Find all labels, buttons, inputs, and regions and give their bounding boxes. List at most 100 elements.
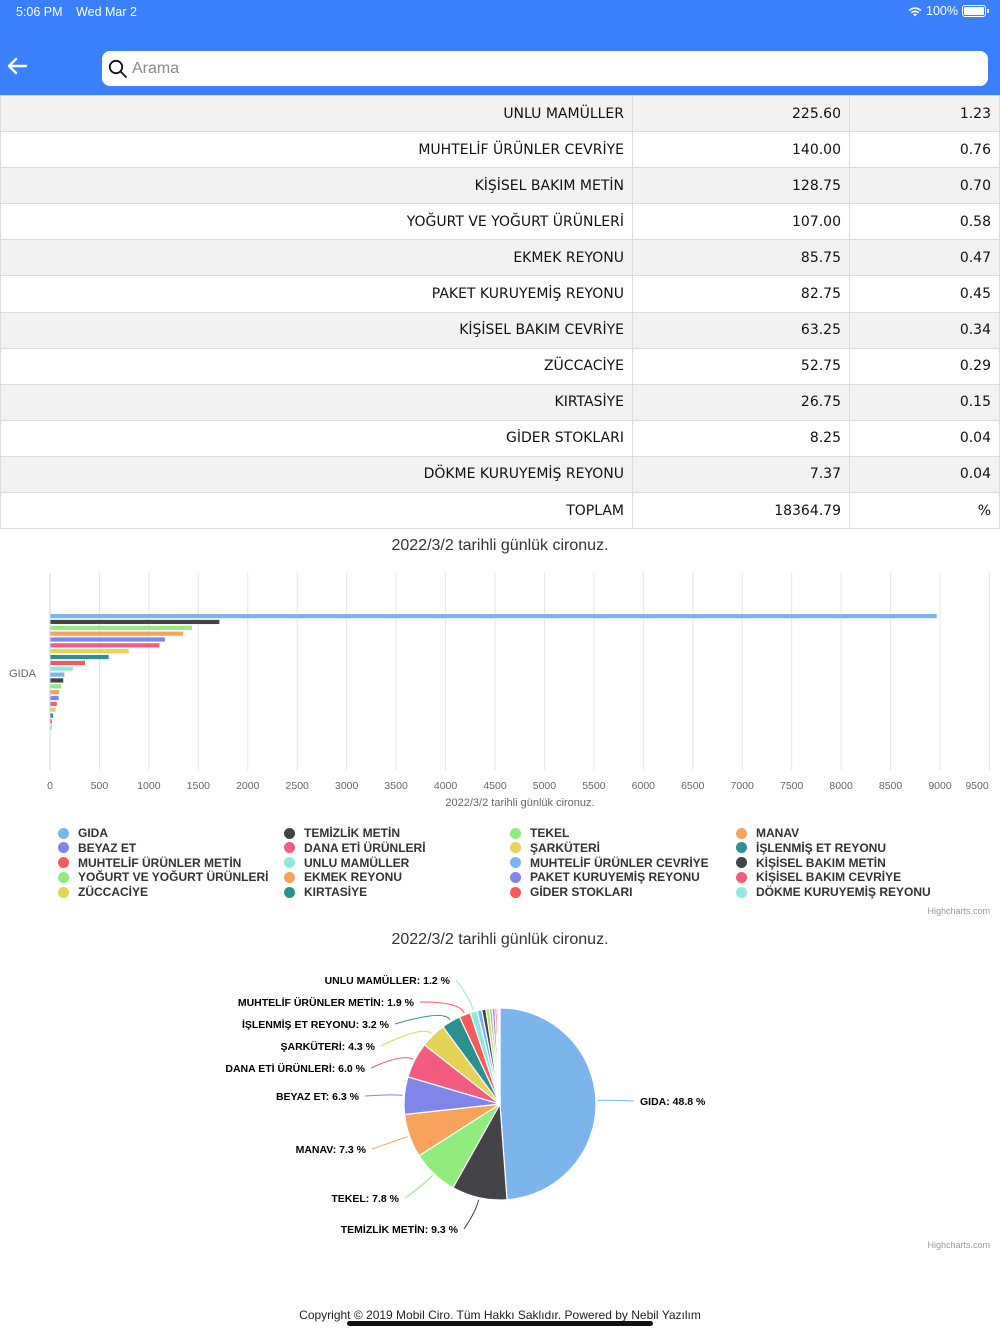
table-row: EKMEK REYONU 85.75 0.47: [0, 239, 1000, 277]
row-amount: 8.25: [632, 419, 850, 457]
row-amount: 7.37: [632, 455, 850, 494]
x-tick-label: 7500: [780, 780, 804, 792]
legend-item[interactable]: GİDER STOKLARI: [510, 885, 632, 899]
legend-item[interactable]: DANA ETİ ÜRÜNLERİ: [284, 841, 426, 855]
search-input[interactable]: [132, 59, 972, 78]
legend-item[interactable]: ŞARKÜTERİ: [510, 841, 600, 855]
x-tick-label: 8000: [829, 780, 853, 792]
legend-item[interactable]: MUHTELİF ÜRÜNLER CEVRİYE: [510, 856, 709, 870]
row-percent: 0.04: [849, 419, 1000, 457]
row-amount: 225.60: [632, 94, 850, 133]
bar-18[interactable]: [50, 719, 53, 724]
row-amount: 26.75: [632, 383, 850, 421]
bar-19[interactable]: [50, 725, 53, 730]
legend-item[interactable]: TEKEL: [510, 826, 569, 840]
bar-6[interactable]: [50, 649, 129, 654]
bar-11[interactable]: [50, 678, 64, 683]
legend-item[interactable]: MANAV: [736, 826, 799, 840]
pie-connector: [364, 1094, 403, 1097]
legend-label: TEKEL: [530, 826, 570, 840]
bar-13[interactable]: [50, 690, 59, 695]
bar-10[interactable]: [50, 672, 65, 677]
legend-dot-icon: [510, 827, 521, 839]
legend-label: YOĞURT VE YOĞURT ÜRÜNLERİ: [78, 870, 269, 885]
row-amount: 107.00: [632, 203, 850, 241]
row-name: MUHTELİF ÜRÜNLER CEVRİYE: [0, 131, 633, 169]
bar-1[interactable]: [50, 619, 220, 625]
x-tick-label: 5500: [582, 780, 606, 792]
legend-item[interactable]: MUHTELİF ÜRÜNLER METİN: [58, 856, 241, 870]
pie-slice-0[interactable]: [499, 1007, 597, 1201]
legend-item[interactable]: KİŞİSEL BAKIM CEVRİYE: [736, 870, 901, 884]
pie-data-label: TEKEL: 7.8 %: [331, 1193, 399, 1205]
row-amount: 140.00: [632, 131, 850, 169]
arrow-left-icon: [7, 57, 28, 75]
bar-16[interactable]: [50, 707, 56, 712]
bar-12[interactable]: [50, 684, 62, 689]
table-row: GİDER STOKLARI 8.25 0.04: [0, 419, 1000, 457]
legend-item[interactable]: PAKET KURUYEMİŞ REYONU: [510, 870, 700, 884]
bar-14[interactable]: [50, 695, 59, 701]
legend-item[interactable]: DÖKME KURUYEMİŞ REYONU: [736, 885, 931, 899]
bar-8[interactable]: [50, 660, 86, 665]
legend-item[interactable]: UNLU MAMÜLLER: [284, 856, 409, 870]
row-percent: 0.15: [849, 383, 1000, 421]
row-percent: 0.29: [849, 347, 1000, 385]
bar-4[interactable]: [50, 637, 165, 642]
pie-connector: [394, 1014, 451, 1025]
battery-icon: [962, 5, 989, 17]
legend-label: KIRTASİYE: [304, 885, 368, 900]
table-row: YOĞURT VE YOĞURT ÜRÜNLERİ 107.00 0.58: [0, 203, 1000, 241]
legend-item[interactable]: TEMİZLİK METİN: [284, 826, 400, 840]
x-tick-label: 6000: [632, 780, 656, 792]
row-name: YOĞURT VE YOĞURT ÜRÜNLERİ: [0, 203, 633, 241]
x-tick-label: 3500: [384, 780, 408, 792]
bar-3[interactable]: [50, 631, 184, 636]
legend-label: BEYAZ ET: [78, 840, 137, 855]
legend-label: İŞLENMİŞ ET REYONU: [756, 840, 887, 855]
legend-item[interactable]: KIRTASİYE: [284, 885, 367, 899]
row-amount: 63.25: [632, 311, 850, 349]
bar-0[interactable]: [50, 614, 937, 619]
row-name: KIRTASİYE: [0, 383, 633, 421]
wifi-icon: [908, 6, 922, 16]
home-indicator[interactable]: [347, 1321, 653, 1326]
x-tick-label: 2000: [236, 780, 260, 792]
legend-item[interactable]: KİŞİSEL BAKIM METİN: [736, 856, 886, 870]
row-name: ZÜCCACİYE: [0, 347, 633, 385]
bar-15[interactable]: [50, 701, 57, 706]
legend-item[interactable]: EKMEK REYONU: [284, 870, 402, 884]
back-button[interactable]: [4, 52, 30, 80]
table-total-row: TOPLAM 18364.79%: [0, 492, 1000, 530]
legend-label: MANAV: [756, 826, 800, 840]
sales-table: UNLU MAMÜLLER 225.60 1.23 MUHTELİF ÜRÜNLER …: [0, 94, 1000, 530]
pie-chart-credits[interactable]: Highcharts.com: [927, 1240, 990, 1250]
legend-dot-icon: [736, 871, 747, 883]
bar-chart-credits[interactable]: Highcharts.com: [927, 906, 990, 916]
bar-2[interactable]: [50, 625, 193, 630]
bar-5[interactable]: [50, 643, 160, 648]
legend-label: GIDA: [78, 826, 108, 840]
status-time: 5:06 PM: [16, 5, 63, 19]
legend-dot-icon: [510, 842, 521, 854]
search-bar[interactable]: [102, 51, 988, 86]
row-percent: 0.34: [849, 311, 1000, 349]
legend-item[interactable]: BEYAZ ET: [58, 841, 136, 855]
bar-7[interactable]: [50, 654, 109, 660]
bar-9[interactable]: [50, 666, 73, 671]
status-bar-right: 100%: [908, 4, 989, 18]
legend-dot-icon: [510, 871, 521, 883]
legend-item[interactable]: ZÜCCACİYE: [58, 885, 148, 899]
bar-17[interactable]: [50, 713, 54, 718]
legend-item[interactable]: İŞLENMİŞ ET REYONU: [736, 841, 886, 855]
legend-item[interactable]: YOĞURT VE YOĞURT ÜRÜNLERİ: [58, 870, 268, 884]
footer-copyright: Copyright © 2019 Mobil Ciro. Tüm Hakkı S…: [299, 1308, 701, 1322]
legend-label: KİŞİSEL BAKIM METİN: [756, 855, 886, 870]
table-row: KİŞİSEL BAKIM METİN 128.75 0.70: [0, 167, 1000, 205]
legend-item[interactable]: GIDA: [58, 826, 108, 840]
legend-dot-icon: [284, 842, 295, 854]
pie-data-label: MUHTELİF ÜRÜNLER METİN: 1.9 %: [238, 996, 415, 1009]
legend-label: TEMİZLİK METİN: [304, 826, 400, 840]
table-row: KİŞİSEL BAKIM CEVRİYE 63.25 0.34: [0, 311, 1000, 349]
legend-label: DANA ETİ ÜRÜNLERİ: [304, 840, 426, 855]
